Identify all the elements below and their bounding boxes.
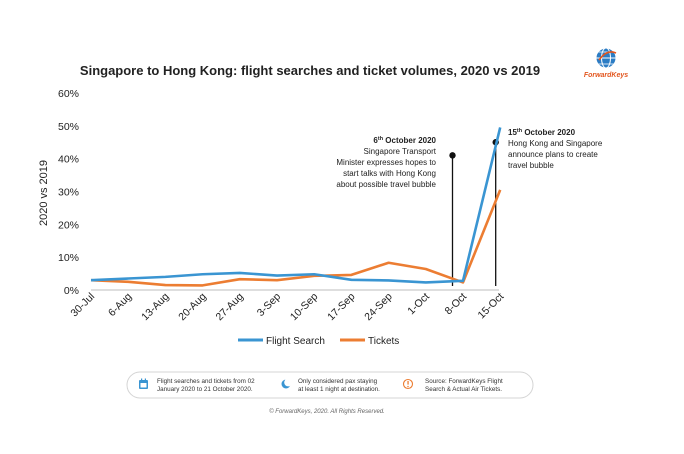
annotation-15-oct-line-1: Hong Kong and Singapore xyxy=(508,139,603,148)
annotation-6-oct-marker xyxy=(449,152,456,159)
series-lines xyxy=(90,127,502,287)
x-tick-label: 24-Sep xyxy=(362,291,395,324)
series-line-flight-search xyxy=(90,127,502,284)
chart-title: Singapore to Hong Kong: flight searches … xyxy=(80,63,540,78)
logo-text: ForwardKeys xyxy=(584,72,628,79)
y-tick-label: 10% xyxy=(58,252,79,264)
legend: Flight Search Tickets xyxy=(238,336,399,347)
moon-icon xyxy=(281,378,293,389)
x-tick-label: 17-Sep xyxy=(325,291,358,324)
x-tick-label: 8-Oct xyxy=(442,291,469,318)
legend-label-flight-search: Flight Search xyxy=(266,336,325,347)
legend-label-tickets: Tickets xyxy=(368,336,399,347)
annotation-6-oct-line-2: Minister expresses hopes to xyxy=(336,158,436,167)
notes-box: Flight searches and tickets from 02 Janu… xyxy=(126,371,534,399)
copyright: © ForwardKeys, 2020. All Rights Reserved… xyxy=(269,408,385,415)
y-tick-label: 40% xyxy=(58,154,79,166)
note-1-line-2: January 2020 to 21 October 2020. xyxy=(157,386,253,393)
x-tick-label: 10-Sep xyxy=(288,291,321,324)
info-icon xyxy=(402,378,414,390)
x-tick-label: 3-Sep xyxy=(255,291,283,319)
x-tick-label: 20-Aug xyxy=(176,291,209,324)
x-tick-label: 13-Aug xyxy=(139,291,172,324)
annotation-6-oct-line-1: Singapore Transport xyxy=(364,147,437,156)
annotation-15-oct-line-3: travel bubble xyxy=(508,161,554,170)
y-axis-label: 2020 vs 2019 xyxy=(38,160,50,226)
x-tick-label: 27-Aug xyxy=(213,291,246,324)
annotations: 6th October 2020 Singapore Transport Min… xyxy=(336,128,603,286)
forwardkeys-logo: ForwardKeys xyxy=(584,47,628,79)
y-tick-label: 60% xyxy=(58,88,79,100)
x-tick-label: 15-Oct xyxy=(476,291,507,322)
note-1-line-1: Flight searches and tickets from 02 xyxy=(157,378,255,385)
note-2-line-2: at least 1 night at destination. xyxy=(298,386,380,393)
annotation-6-oct-line-4: about possible travel bubble xyxy=(336,180,436,189)
note-3-line-1: Source: ForwardKeys Flight xyxy=(425,378,503,385)
series-line-tickets xyxy=(90,189,502,287)
annotation-15-oct-heading: 15th October 2020 xyxy=(508,128,576,137)
note-3-line-2: Search & Actual Air Tickets. xyxy=(425,386,502,393)
y-tick-label: 30% xyxy=(58,187,79,199)
annotation-15-oct-line-2: announce plans to create xyxy=(508,150,598,159)
note-2-line-1: Only considered pax staying xyxy=(298,378,378,385)
x-tick-label: 1-Oct xyxy=(405,291,432,318)
annotation-6-oct-line-3: start talks with Hong Kong xyxy=(343,169,436,178)
x-tick-labels: 30-Jul 6-Aug 13-Aug 20-Aug 27-Aug 3-Sep 10-Sep… xyxy=(68,291,506,324)
calendar-icon xyxy=(139,378,148,389)
y-tick-label: 0% xyxy=(64,285,79,297)
x-tick-label: 6-Aug xyxy=(106,291,134,319)
y-tick-labels: 0% 10% 20% 30% 40% 50% 60% xyxy=(58,88,79,297)
y-tick-label: 20% xyxy=(58,219,79,231)
annotation-6-oct-heading: 6th October 2020 xyxy=(373,136,436,145)
y-tick-label: 50% xyxy=(58,121,79,133)
